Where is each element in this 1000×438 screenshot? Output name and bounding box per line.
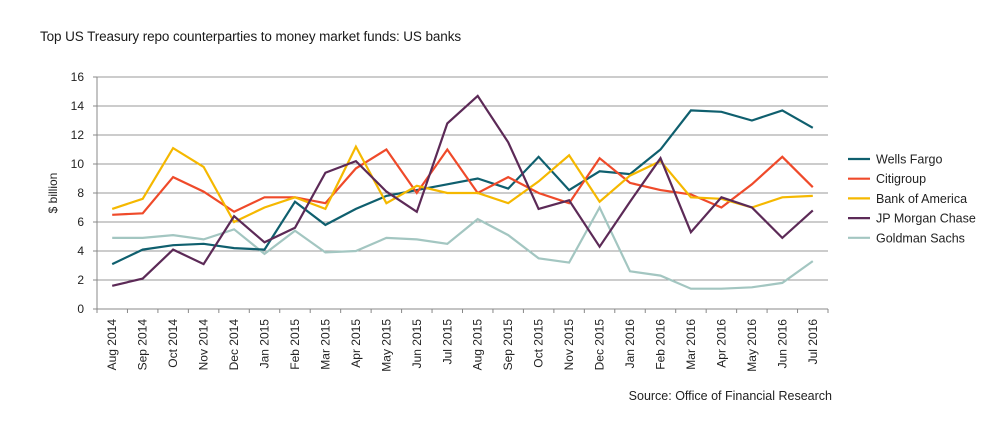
x-tick-label: Jun 2015 xyxy=(410,319,424,369)
x-tick-label: Jul 2015 xyxy=(440,319,454,365)
x-tick-label: Dec 2014 xyxy=(227,319,241,371)
series-lines xyxy=(111,94,814,290)
x-tick-label: Jul 2016 xyxy=(806,319,820,365)
x-tick-label: Nov 2015 xyxy=(562,319,576,371)
x-tick-label: Jan 2016 xyxy=(623,319,637,369)
legend-label: Bank of America xyxy=(876,192,967,206)
gridlines xyxy=(97,76,828,281)
x-tick-label: Aug 2015 xyxy=(471,319,485,371)
source-note: Source: Office of Financial Research xyxy=(628,389,832,403)
y-tick-label: 12 xyxy=(71,128,85,142)
series-line-bank-of-america xyxy=(111,144,813,224)
x-tick-label: Sep 2015 xyxy=(501,319,515,371)
x-tick-label: Feb 2015 xyxy=(288,319,302,370)
y-tick-label: 10 xyxy=(71,157,85,171)
x-tick-label: Mar 2015 xyxy=(318,319,332,370)
y-axis: 0 2 4 6 8 10 12 14 16 xyxy=(71,70,98,316)
y-axis-label: $ billion xyxy=(46,173,60,214)
x-tick-label: May 2015 xyxy=(379,319,393,372)
x-tick-label: Sep 2014 xyxy=(136,319,150,371)
x-tick-label: Nov 2014 xyxy=(197,319,211,371)
y-tick-label: 2 xyxy=(77,273,84,287)
x-tick-label: Mar 2016 xyxy=(684,319,698,370)
y-tick-label: 14 xyxy=(71,99,85,113)
legend-item: Goldman Sachs xyxy=(848,231,965,245)
x-tick-label: Apr 2015 xyxy=(349,319,363,368)
legend-item: Bank of America xyxy=(848,192,967,206)
series-line-goldman-sachs xyxy=(112,205,814,290)
x-tick-label: Aug 2014 xyxy=(105,319,119,371)
x-tick-label: Jun 2016 xyxy=(775,319,789,369)
x-tick-label: May 2016 xyxy=(745,319,759,372)
x-axis: Aug 2014 Sep 2014 Oct 2014 Nov 2014 Dec 2014… xyxy=(96,308,829,372)
legend-label: Wells Fargo xyxy=(876,153,943,167)
legend-label: Citigroup xyxy=(876,172,926,186)
y-tick-label: 0 xyxy=(77,302,84,316)
legend-item: Citigroup xyxy=(848,172,926,186)
legend: Wells Fargo Citigroup Bank of America JP Mo… xyxy=(848,153,976,245)
x-tick-label: Jan 2015 xyxy=(258,319,272,369)
x-tick-label: Oct 2014 xyxy=(166,319,180,368)
x-tick-label: Apr 2016 xyxy=(714,319,728,368)
x-tick-label: Feb 2016 xyxy=(653,319,667,370)
x-tick-label: Dec 2015 xyxy=(593,319,607,371)
series-line-jp-morgan-chase xyxy=(111,94,814,287)
legend-item: JP Morgan Chase xyxy=(848,212,976,226)
legend-label: Goldman Sachs xyxy=(876,231,965,245)
y-tick-label: 4 xyxy=(77,244,84,258)
x-tick-label: Oct 2015 xyxy=(532,319,546,368)
legend-item: Wells Fargo xyxy=(848,153,943,167)
chart-title: Top US Treasury repo counterparties to m… xyxy=(40,29,462,44)
y-tick-label: 8 xyxy=(77,186,84,200)
legend-label: JP Morgan Chase xyxy=(876,212,976,226)
series-line-wells-fargo xyxy=(111,109,814,266)
y-tick-label: 16 xyxy=(71,70,85,84)
y-tick-label: 6 xyxy=(77,215,84,229)
